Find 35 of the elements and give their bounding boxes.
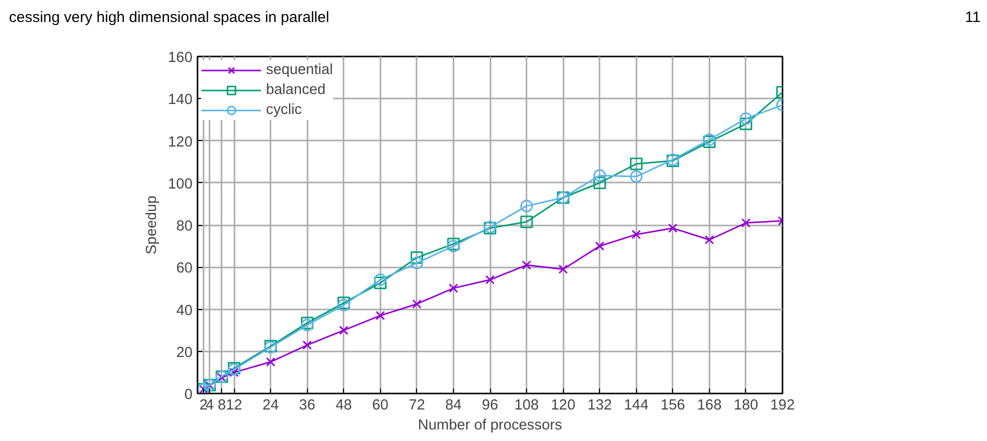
x-tick-label: 48 (336, 398, 352, 414)
x-tick-label: 2 (200, 398, 208, 414)
text: cessing very high dimensional spaces in parallel (9, 8, 330, 28)
x-tick-label: 168 (697, 398, 722, 414)
y-tick-label: 40 (176, 302, 193, 319)
x-tick-label: 120 (550, 398, 576, 414)
y-tick-label: 0 (184, 387, 193, 403)
x-tick-label: 96 (482, 398, 498, 414)
x-tick-label: 84 (445, 398, 462, 414)
legend-label: cyclic (266, 102, 302, 118)
x-tick-label: 156 (660, 398, 686, 414)
x-tick-label: 180 (734, 398, 758, 414)
x-tick-label: 24 (262, 398, 279, 414)
y-tick-label: 80 (176, 218, 193, 234)
x-axis-title: Number of processors (418, 418, 562, 434)
text: 11 (965, 8, 981, 28)
x-tick-label: 144 (624, 398, 648, 414)
y-tick-label: 100 (168, 176, 193, 192)
y-tick-label: 160 (168, 50, 193, 66)
y-tick-label: 140 (168, 92, 193, 108)
y-axis-title: Speedup (144, 196, 160, 254)
legend-label: balanced (266, 82, 326, 98)
x-tick-label: 4 (206, 398, 214, 414)
x-tick-label: 8 (218, 398, 226, 414)
x-tick-label: 12 (226, 398, 242, 414)
x-tick-label: 192 (770, 398, 795, 414)
x-tick-label: 36 (299, 398, 316, 414)
y-tick-label: 20 (176, 344, 193, 361)
y-tick-label: 120 (168, 134, 193, 150)
y-tick-label: 60 (176, 260, 193, 277)
x-tick-label: 108 (514, 398, 539, 414)
x-tick-label: 72 (408, 398, 426, 414)
legend-label: sequential (266, 62, 333, 78)
x-tick-label: 60 (372, 398, 388, 414)
x-tick-label: 132 (587, 398, 612, 414)
